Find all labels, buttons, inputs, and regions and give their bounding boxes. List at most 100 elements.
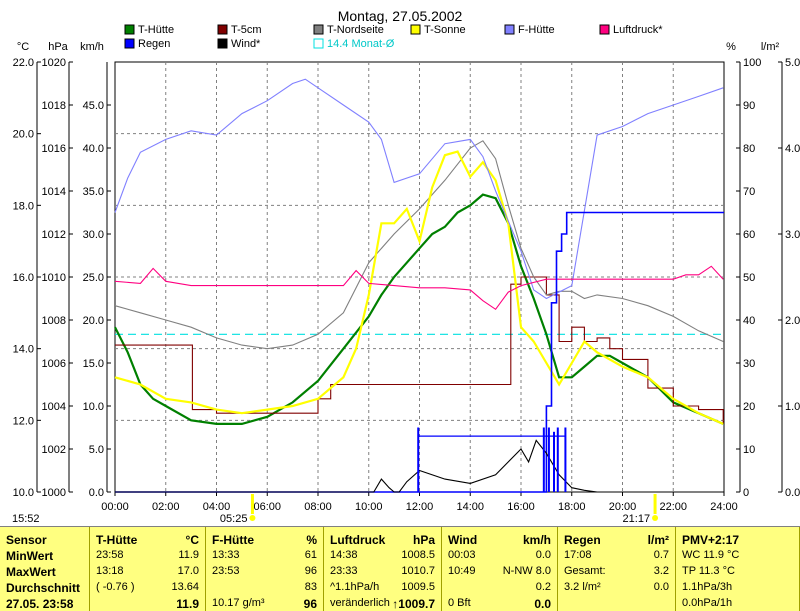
axis-tick-label: 1016: [42, 143, 66, 155]
stat-value: 1010.7: [401, 565, 435, 577]
stat-value: 13.64: [171, 581, 199, 593]
axis-tick-label: 0: [743, 487, 749, 499]
x-tick-label: 04:00: [203, 501, 231, 513]
current-time-label: 15:52: [12, 513, 40, 525]
axis-tick-label: 18.0: [13, 200, 34, 212]
stat-column: PMV+2:17 WC 11.9 °C TP 11.3 °C 1.1hPa/3h 0.0…: [676, 527, 800, 611]
axis-tick-label: 5.0: [89, 444, 104, 456]
stat-column-header: F-Hütte: [212, 533, 254, 547]
axis-tick-label: 12.0: [13, 415, 34, 427]
axis-tick-label: 10: [743, 444, 755, 456]
stat-value: N-NW 8.0: [502, 565, 551, 577]
stat-label: 23:33: [330, 565, 358, 577]
stat-column: T-Hütte °C 23:58 11.9 13:18 17.0 ( -0.76 ) 13.6…: [90, 527, 206, 611]
axis-tick-label: 30.0: [83, 229, 104, 241]
stat-value: 0.0: [535, 549, 551, 561]
axis-unit-label: °C: [17, 41, 29, 53]
stat-label: ^1.1hPa/h: [330, 581, 380, 593]
axis-tick-label: 50: [743, 272, 755, 284]
weather-chart: Montag, 27.05.2002 00:00 02:00 04:00 06:00 0…: [12, 8, 800, 525]
legend-swatch: [313, 38, 324, 49]
stat-label: TP 11.3 °C: [682, 565, 735, 577]
legend-label: Luftdruck*: [613, 24, 663, 36]
axis-tick-label: 2.0: [785, 315, 800, 327]
stat-value: 1009.5: [401, 581, 435, 593]
axis-tick-label: 14.0: [13, 344, 34, 356]
statistics-panel: Sensor MinWert MaxWert Durchschnitt 27.05. 2…: [0, 526, 800, 611]
grid: [114, 61, 725, 493]
stat-label: MaxWert: [6, 565, 56, 579]
x-tick-label: 06:00: [253, 501, 281, 513]
stat-label: 17:08: [564, 549, 592, 561]
stat-label: 10:49: [448, 565, 476, 577]
x-tick-label: 22:00: [659, 501, 687, 513]
axis-tick-label: 0.0: [785, 487, 800, 499]
x-tick-label: 14:00: [456, 501, 484, 513]
stat-label: veränderlich: [330, 597, 390, 609]
stat-value: 61: [304, 549, 317, 561]
axis-tick-label: 45.0: [83, 100, 104, 112]
axis-tick-label: 70: [743, 186, 755, 198]
series-f-h-tte: [114, 78, 724, 300]
stat-column: F-Hütte% 13:33 61 23:53 96 83 10.17 g/m³ 96: [206, 527, 324, 611]
stat-column-unit: l/m²: [647, 533, 669, 547]
legend-swatch: [313, 24, 324, 35]
stat-label: 14:38: [330, 549, 358, 561]
x-tick-label: 00:00: [101, 501, 129, 513]
stat-label: 10.17 g/m³: [212, 597, 265, 609]
legend-label: F-Hütte: [518, 24, 555, 36]
legend-swatch: [124, 38, 135, 49]
series-wind-: [115, 439, 724, 493]
axis-tick-label: 35.0: [83, 186, 104, 198]
axis-tick-label: 1000: [42, 487, 66, 499]
axis-tick-label: 80: [743, 143, 755, 155]
axis-tick-label: 15.0: [83, 358, 104, 370]
axis-tick-label: 10.0: [13, 487, 34, 499]
stat-column-header: Luftdruck: [330, 533, 386, 547]
stat-label: Gesamt:: [564, 565, 606, 577]
axis-tick-label: 1004: [42, 401, 66, 413]
stat-value: 1008.5: [401, 549, 435, 561]
stat-value: 0.7: [653, 549, 669, 561]
series-t-sonne: [114, 150, 724, 425]
stat-label: 13:33: [212, 549, 240, 561]
series: [114, 78, 724, 493]
legend-label: T-5cm: [231, 24, 262, 36]
axis-tick-label: 1002: [42, 444, 66, 456]
stat-label: 13:18: [96, 565, 124, 577]
axis-tick-label: 25.0: [83, 272, 104, 284]
series-t-h-tte: [114, 193, 724, 425]
axis-tick-label: 0.0: [89, 487, 104, 499]
stat-label: WC 11.9 °C: [682, 549, 740, 561]
legend-swatch: [217, 24, 228, 35]
x-tick-label: 18:00: [558, 501, 586, 513]
sun-marker-label: 05:25: [220, 513, 248, 525]
stat-column: Regen l/m² 17:08 0.7 Gesamt: 3.2 3.2 l/m² 0.0: [558, 527, 676, 611]
axis-tick-label: 22.0: [13, 57, 34, 69]
axis-tick-label: 1014: [42, 186, 66, 198]
stat-value: 96: [304, 565, 317, 577]
axis-tick-label: 4.0: [785, 143, 800, 155]
stat-value: 17.0: [177, 565, 199, 577]
stat-label: 23:58: [96, 549, 124, 561]
axis-tick-label: 1012: [42, 229, 66, 241]
stat-column: Sensor MinWert MaxWert Durchschnitt 27.05. 2…: [0, 527, 90, 611]
axis-tick-label: 60: [743, 229, 755, 241]
sun-markers: 05:25 21:17 15:52: [12, 494, 659, 525]
axis-tick-label: 1006: [42, 358, 66, 370]
axis-tick-label: 20: [743, 401, 755, 413]
legend-swatch: [504, 24, 515, 35]
axis-tick-label: 10.0: [83, 401, 104, 413]
stat-value: 11.9: [178, 549, 199, 561]
stat-label: MinWert: [6, 549, 54, 563]
axis-tick-label: 1008: [42, 315, 66, 327]
sun-marker-label: 21:17: [623, 513, 651, 525]
legend-swatch: [124, 24, 135, 35]
stat-label: 1.1hPa/3h: [682, 581, 733, 593]
legend-label: T-Sonne: [424, 24, 466, 36]
legend-swatch: [599, 24, 610, 35]
axis-tick-label: 30: [743, 358, 755, 370]
axis-tick-label: 1020: [42, 57, 66, 69]
legend-label: T-Hütte: [138, 24, 174, 36]
axis-tick-label: 5.0: [785, 57, 800, 69]
